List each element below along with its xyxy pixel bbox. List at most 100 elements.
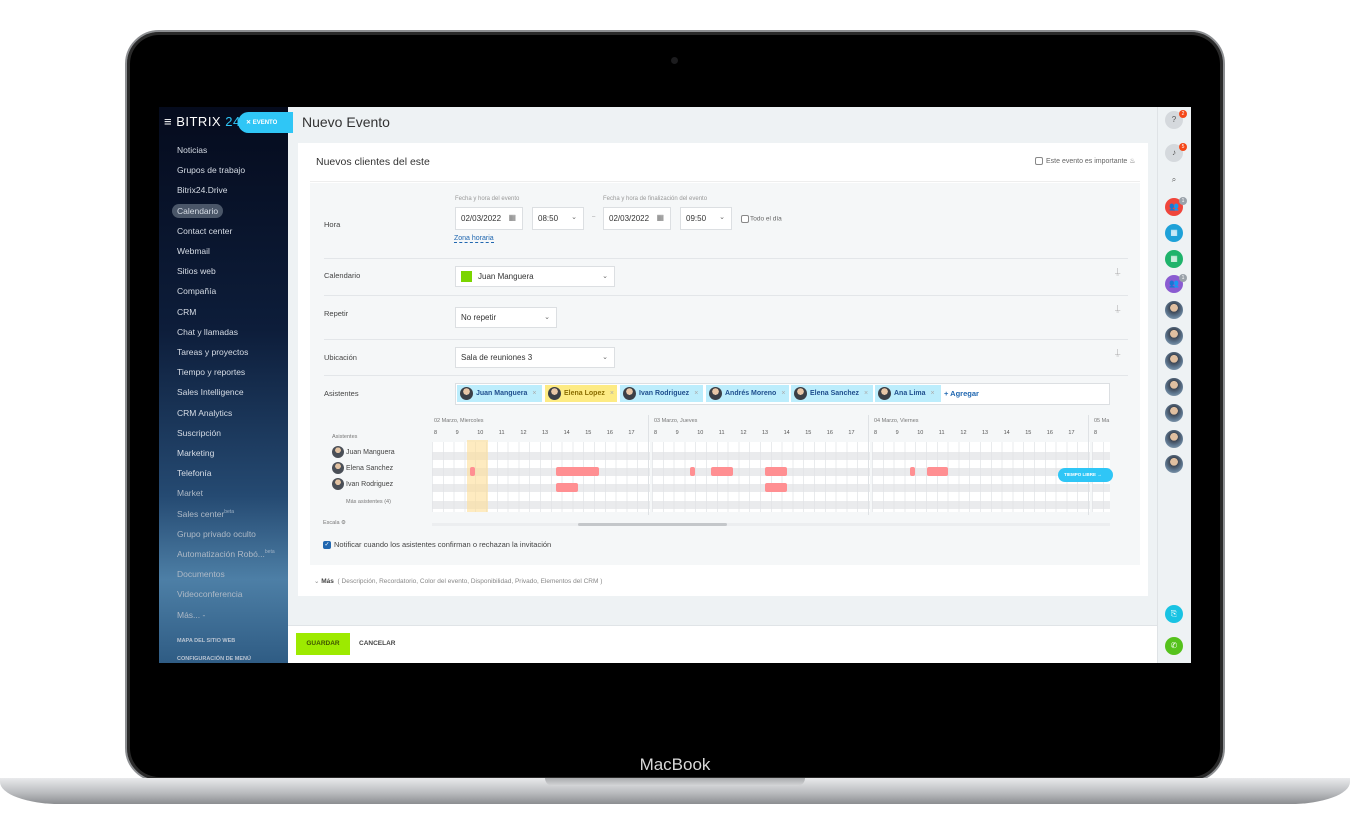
remove-icon[interactable]: ×	[532, 390, 537, 397]
group-icon[interactable]: 👥	[1165, 275, 1183, 293]
sidebar-footer-link[interactable]: CONFIGURACIÓN DE MENÚ	[177, 656, 251, 662]
start-time-select[interactable]: 08:50 ⌄	[532, 207, 584, 230]
timezone-link[interactable]: Zona horaria	[454, 235, 494, 243]
remove-icon[interactable]: ×	[930, 390, 935, 397]
important-checkbox[interactable]: Este evento es importante ♨	[1035, 157, 1136, 166]
timeline-scrollbar[interactable]	[432, 523, 1110, 526]
attendee-chip[interactable]: Juan Manguera ×	[457, 385, 542, 402]
chevron-down-icon: ⌄	[719, 214, 725, 221]
attendee-chip[interactable]: Andrés Moreno ×	[706, 385, 789, 402]
sidebar-item[interactable]: Compañía	[177, 286, 217, 297]
add-attendee-link[interactable]: + Agregar	[944, 389, 979, 398]
more-options-toggle[interactable]: ⌄ Más ( Descripción, Recordatorio, Color…	[314, 578, 603, 585]
sidebar-item[interactable]: Sales Intelligence	[177, 387, 244, 398]
sidebar-item[interactable]: Sitios web	[177, 266, 216, 277]
location-select[interactable]: Sala de reuniones 3 ⌄	[455, 347, 615, 368]
contact-avatar[interactable]	[1165, 455, 1183, 474]
start-date-input[interactable]: 02/03/2022 ▦	[455, 207, 523, 230]
pin-icon[interactable]: ⍊	[1115, 347, 1121, 357]
sidebar-item[interactable]: Marketing	[177, 448, 215, 458]
sidebar-item[interactable]: Automatización Robó...beta	[177, 549, 275, 559]
hour-label: 8	[654, 430, 658, 436]
contact-avatar[interactable]	[1165, 378, 1183, 397]
sidebar-item[interactable]: CRM	[177, 306, 197, 317]
sidebar-footer-link[interactable]: MAPA DEL SITIO WEB	[177, 638, 236, 644]
day-label: 04 Marzo, Viernes	[874, 418, 919, 424]
calendar-event-icon[interactable]: ▦	[1165, 250, 1183, 268]
menu-icon[interactable]: ≡	[164, 114, 177, 129]
timeline-row-stripe	[432, 468, 650, 476]
group-chat-icon[interactable]: 👥	[1165, 198, 1183, 216]
label-calendario: Calendario	[324, 271, 361, 280]
avatar	[460, 387, 473, 400]
end-date-input[interactable]: 02/03/2022 ▦	[603, 207, 671, 230]
sidebar-item[interactable]: Market	[177, 488, 203, 499]
timeline-row-stripe	[872, 468, 1090, 476]
sidebar-item[interactable]: Videoconferencia	[177, 589, 243, 600]
sidebar-item[interactable]: Webmail	[177, 246, 210, 256]
sidebar-item[interactable]: Documentos	[177, 569, 225, 580]
calendar-select[interactable]: Juan Manguera ⌄	[455, 266, 615, 287]
remove-icon[interactable]: ×	[694, 390, 699, 397]
phone-icon[interactable]: ✆	[1165, 637, 1183, 655]
bell-icon[interactable]: ♪	[1165, 144, 1183, 162]
avatar	[332, 478, 344, 490]
availability-timeline[interactable]: 02 Marzo, Miercoles 8 9 10 11 12 13 14 15 16 17 03 …	[432, 415, 1110, 530]
avatar	[332, 446, 344, 458]
attendee-chip[interactable]: Elena Lopez ×	[545, 385, 617, 402]
contact-avatar[interactable]	[1165, 352, 1183, 371]
avatar	[709, 387, 722, 400]
contact-avatar[interactable]	[1165, 326, 1183, 345]
cancel-button[interactable]: CANCELAR	[359, 640, 396, 647]
scale-control[interactable]: Escala ⚙	[323, 520, 346, 526]
logo[interactable]: ≡ BITRIX 24	[164, 114, 241, 129]
repeat-select[interactable]: No repetir ⌄	[455, 307, 557, 328]
pin-icon[interactable]: ⍊	[1115, 303, 1121, 313]
busy-slot	[556, 467, 600, 476]
sidebar-item[interactable]: Bitrix24.Drive	[177, 185, 228, 196]
attendee-chip[interactable]: Ana Lima ×	[875, 385, 941, 402]
sidebar-item[interactable]: Grupo privado oculto	[177, 528, 256, 539]
free-time-button[interactable]: TIEMPO LIBRE →	[1058, 468, 1113, 482]
save-button[interactable]: GUARDAR	[296, 633, 350, 655]
sidebar-item[interactable]: Noticias	[177, 145, 208, 155]
sidebar-item[interactable]: Sales centerbeta	[177, 508, 234, 519]
timeline-attendees-header: Asistentes	[332, 434, 358, 440]
avatar	[878, 387, 891, 400]
sidebar-item[interactable]: Telefonía	[177, 468, 212, 479]
notify-checkbox[interactable]: ✓ Notificar cuando los asistentes confirm…	[323, 540, 552, 550]
sidebar-item[interactable]: Calendario	[172, 203, 224, 218]
contact-avatar[interactable]	[1165, 301, 1183, 319]
attendee-chip[interactable]: Ivan Rodriguez ×	[620, 385, 703, 402]
day-divider	[1088, 415, 1089, 515]
sidebar-item[interactable]: Suscripción	[177, 427, 221, 438]
event-name-input[interactable]: Nuevos clientes del este	[316, 156, 430, 168]
sidebar-item[interactable]: Chat y llamadas	[177, 326, 238, 337]
remove-icon[interactable]: ×	[609, 390, 614, 397]
busy-slot	[765, 483, 787, 492]
sidebar-item[interactable]: Tareas y proyectos	[177, 347, 249, 357]
search-icon[interactable]: ⌕	[1171, 175, 1177, 184]
pin-icon[interactable]: ⍊	[1115, 266, 1121, 276]
day-label: 03 Marzo, Jueves	[654, 418, 698, 424]
sidebar-item[interactable]: Tiempo y reportes	[177, 367, 246, 378]
sign-out-icon[interactable]: ⎘	[1165, 605, 1183, 623]
sidebar-item[interactable]: Contact center	[177, 225, 233, 236]
sidebar-item[interactable]: CRM Analytics	[177, 407, 233, 418]
sidebar-item[interactable]: Más... -	[177, 609, 206, 620]
timeline-row-stripe	[652, 452, 870, 460]
contact-avatar[interactable]	[1165, 429, 1183, 448]
end-time-select[interactable]: 09:50 ⌄	[680, 207, 732, 230]
close-event-button[interactable]: ✕ EVENTO	[238, 112, 293, 133]
scrollbar-thumb[interactable]	[578, 523, 727, 526]
remove-icon[interactable]: ×	[781, 390, 786, 397]
contact-avatar[interactable]	[1165, 403, 1183, 422]
all-day-checkbox[interactable]: Todo el día	[741, 215, 782, 223]
attendee-chip[interactable]: Elena Sanchez ×	[791, 385, 873, 402]
help-icon[interactable]: ?	[1165, 111, 1183, 129]
more-attendees-link[interactable]: Más asistentes (4)	[346, 499, 391, 505]
timeline-row-stripe	[652, 501, 870, 509]
remove-icon[interactable]: ×	[864, 390, 869, 397]
calendar-icon[interactable]: ▦	[1165, 224, 1183, 242]
sidebar-item[interactable]: Grupos de trabajo	[177, 165, 246, 176]
